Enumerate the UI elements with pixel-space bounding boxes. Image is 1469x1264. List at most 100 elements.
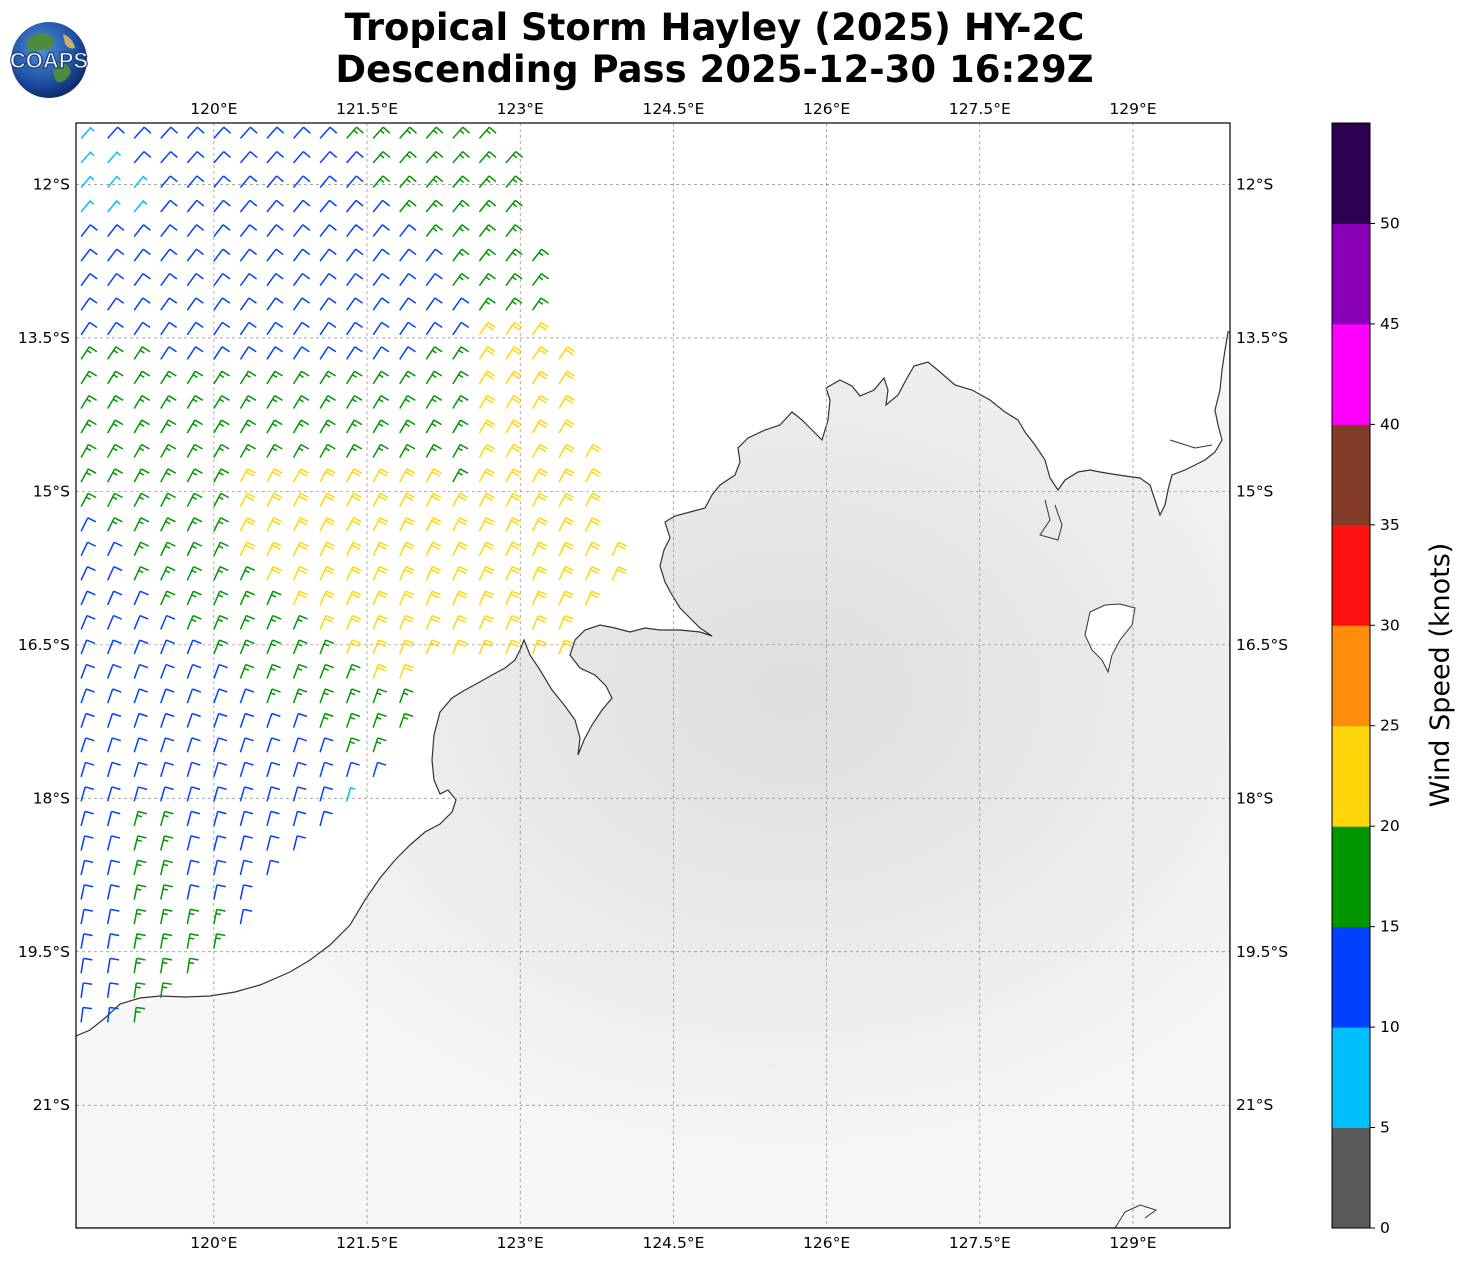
wind-barb-14	[452, 126, 471, 139]
wind-barb-111	[319, 272, 337, 287]
wind-barb-63	[425, 199, 444, 213]
lat-tick-left-1: 13.5°S	[18, 329, 70, 347]
wind-barb-291	[584, 492, 601, 508]
lon-tick-top-4: 126°E	[803, 100, 850, 118]
wind-barb-139	[107, 321, 124, 336]
colorbar-bin-10	[1332, 123, 1370, 224]
wind-barb-5	[213, 126, 232, 139]
wind-barb-519	[239, 884, 253, 900]
wind-barb-214	[107, 419, 124, 434]
wind-barb-387	[425, 614, 441, 630]
wind-barb-159	[160, 346, 177, 360]
wind-barb-12	[399, 126, 417, 139]
wind-barb-413	[106, 663, 122, 679]
wind-barb-277	[213, 492, 230, 508]
wind-barb-117	[478, 272, 496, 287]
wind-barb-115	[425, 272, 443, 287]
wind-barb-344	[372, 566, 388, 581]
wind-barb-185	[345, 370, 363, 385]
wind-barb-496	[80, 835, 94, 851]
wind-barb-66	[505, 199, 523, 213]
colorbar-tick-1: 5	[1380, 1119, 1390, 1137]
lon-tick-bottom-2: 123°E	[497, 1234, 544, 1252]
wind-barb-515	[133, 884, 147, 900]
wind-barb-151	[425, 321, 443, 336]
wind-barb-320	[292, 541, 309, 557]
wind-barb-8	[292, 126, 311, 139]
wind-barb-98	[452, 248, 470, 262]
wind-barbs	[80, 126, 628, 1023]
wind-barb-332	[611, 541, 628, 557]
wind-barb-360	[239, 590, 255, 606]
wind-barb-493	[266, 810, 280, 827]
wind-barb-118	[505, 272, 523, 287]
colorbar-tick-8: 40	[1380, 415, 1400, 433]
wind-barb-84	[80, 248, 98, 262]
wind-barb-289	[531, 492, 548, 508]
wind-barb-81	[452, 224, 470, 238]
wind-barb-405	[399, 639, 414, 655]
wind-barb-529	[133, 933, 146, 949]
wind-barb-243	[372, 443, 389, 458]
wind-barb-462	[372, 737, 387, 753]
lon-tick-bottom-5: 127.5°E	[949, 1234, 1011, 1252]
wind-barb-85	[107, 248, 125, 262]
wind-barb-222	[319, 419, 336, 434]
wind-barb-175	[80, 370, 98, 385]
wind-barb-245	[425, 443, 442, 458]
wind-barb-114	[399, 272, 417, 287]
wind-barb-402	[319, 639, 335, 655]
wind-barb-348	[478, 566, 495, 581]
wind-barb-10	[346, 126, 364, 139]
wind-barb-77	[346, 224, 364, 238]
wind-barb-22	[239, 150, 258, 164]
wind-barb-350	[531, 566, 548, 581]
wind-barb-498	[133, 835, 147, 851]
wind-barb-459	[292, 737, 307, 753]
wind-barb-217	[186, 419, 204, 434]
wind-barb-32	[505, 150, 524, 164]
wind-barb-309	[531, 517, 548, 532]
wind-barb-464	[106, 761, 121, 778]
wind-barb-391	[531, 614, 547, 630]
wind-barb-153	[478, 321, 496, 336]
colorbar-bin-1	[1332, 1027, 1370, 1129]
wind-barb-457	[239, 737, 254, 753]
wind-barb-20	[186, 150, 205, 164]
wind-barb-21	[213, 150, 231, 164]
wind-barb-378	[186, 614, 202, 630]
wind-barb-65	[478, 199, 497, 213]
australia-landmass	[76, 331, 1230, 1228]
wind-barb-370	[505, 590, 521, 606]
wind-barb-281	[319, 492, 336, 508]
lake-argyle	[1084, 603, 1136, 674]
wind-barb-512	[266, 859, 280, 876]
wind-barb-297	[213, 517, 229, 532]
wind-barb-543	[106, 1006, 119, 1023]
wind-barb-286	[452, 492, 469, 508]
wind-barb-39	[239, 175, 258, 188]
wind-barb-25	[319, 150, 338, 164]
wind-barb-256	[186, 468, 203, 483]
wind-barb-465	[133, 761, 148, 778]
wind-barb-49	[505, 175, 523, 188]
wind-barb-88	[186, 248, 204, 262]
wind-barb-396	[160, 639, 175, 655]
wind-barb-365	[372, 590, 388, 606]
wind-barb-121	[107, 297, 125, 311]
wind-barb-226	[425, 419, 442, 434]
wind-barb-385	[372, 614, 388, 630]
colorbar-title: Wind Speed (knots)	[1425, 543, 1456, 808]
wind-barb-421	[319, 663, 335, 679]
colorbar-bin-5	[1332, 625, 1370, 727]
wind-barb-427	[133, 688, 148, 704]
wind-barb-374	[80, 614, 96, 630]
wind-barb-375	[106, 614, 123, 630]
wind-barb-152	[452, 321, 470, 336]
wind-barb-103	[107, 272, 125, 287]
wind-barb-293	[106, 517, 123, 532]
lon-ticks-top: 120°E 121.5°E 123°E 124.5°E 126°E 127.5°E 129°…	[190, 100, 1156, 118]
wind-barb-499	[160, 835, 174, 851]
wind-barb-505	[80, 859, 94, 876]
wind-barb-262	[345, 468, 363, 483]
